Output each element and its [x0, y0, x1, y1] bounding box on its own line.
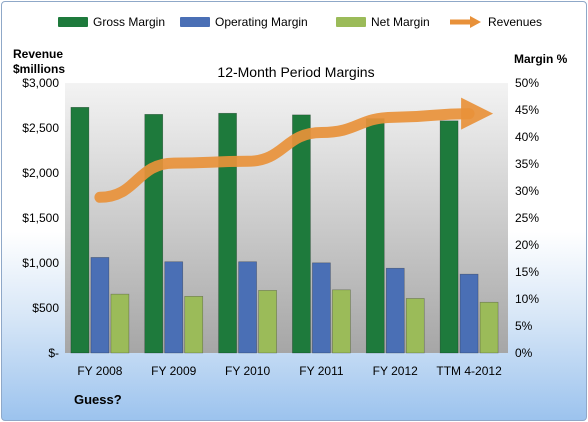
y-left-axis-title-line2: $millions [13, 62, 66, 76]
y-right-tick-label: 20% [515, 238, 539, 252]
y-left-tick-label: $1,500 [22, 211, 59, 225]
legend-item-net-margin: Net Margin [336, 12, 430, 32]
bar-gross-margin-fy-2010 [218, 112, 237, 354]
chart-title: 12-Month Period Margins [217, 64, 375, 80]
legend-swatch-operating-margin [180, 17, 210, 27]
revenue-line-layer [94, 97, 494, 203]
bar-gross-margin-ttm-4-2012 [439, 120, 459, 354]
x-tick-label: FY 2008 [77, 364, 122, 378]
legend-item-operating-margin: Operating Margin [180, 12, 308, 32]
y-right-tick-label: 40% [515, 130, 539, 144]
y-right-tick-label: 25% [515, 211, 539, 225]
y-left-axis-title: Revenue $millions [13, 47, 65, 77]
axis-ticks-layer: $- $500 $1,000 $1,500 $2,000 $2,500 $3,000 0% 5%… [22, 76, 539, 378]
bar-net-margin-ttm-4-2012 [479, 301, 499, 354]
y-right-tick-label: 30% [515, 184, 539, 198]
bar-net-margin-fy-2010 [258, 290, 277, 354]
y-right-tick-label: 10% [515, 292, 539, 306]
y-right-axis-title: Margin % [514, 52, 568, 66]
y-right-tick-label: 45% [515, 103, 539, 117]
y-left-tick-label: $2,000 [22, 166, 59, 180]
bar-operating-margin-ttm-4-2012 [459, 273, 479, 354]
y-left-tick-label: $500 [32, 301, 59, 315]
y-left-axis-title-line1: Revenue [13, 47, 64, 61]
x-tick-label: FY 2012 [373, 364, 418, 378]
revenue-line [94, 108, 475, 203]
legend-label-net-margin: Net Margin [371, 15, 430, 29]
bar-net-margin-fy-2009 [184, 295, 204, 354]
bar-operating-margin-fy-2008 [90, 257, 110, 354]
y-right-tick-label: 15% [515, 265, 539, 279]
y-right-tick-label: 5% [515, 319, 533, 333]
plot-area [65, 83, 508, 353]
legend-arrow-icon [450, 16, 481, 28]
bar-gross-margin-fy-2008 [70, 107, 90, 354]
y-right-tick-label: 35% [515, 157, 539, 171]
bar-operating-margin-fy-2010 [238, 261, 257, 354]
legend-label-operating-margin: Operating Margin [215, 15, 308, 29]
y-left-tick-label: $3,000 [22, 76, 59, 90]
bar-operating-margin-fy-2011 [312, 262, 331, 354]
bar-operating-margin-fy-2009 [164, 261, 184, 354]
x-tick-label: FY 2010 [225, 364, 270, 378]
bar-operating-margin-fy-2012 [385, 267, 405, 354]
revenue-arrowhead [461, 97, 494, 130]
y-right-tick-label: 0% [515, 346, 533, 360]
bar-gross-margin-fy-2009 [144, 114, 164, 354]
bar-gross-margin-fy-2012 [365, 118, 385, 354]
bar-net-margin-fy-2008 [110, 293, 130, 354]
bar-net-margin-fy-2011 [332, 289, 351, 354]
y-right-tick-label: 50% [515, 76, 539, 90]
y-left-tick-label: $2,500 [22, 121, 59, 135]
bar-gross-margin-fy-2011 [292, 114, 311, 354]
legend-label-revenues: Revenues [488, 15, 543, 29]
legend-label-gross-margin: Gross Margin [93, 15, 166, 29]
x-tick-label: FY 2009 [151, 364, 196, 378]
bar-net-margin-fy-2012 [405, 298, 425, 354]
legend-item-revenues: Revenues [448, 12, 542, 32]
footer-note: Guess? [74, 392, 122, 407]
legend-swatch-net-margin [336, 17, 366, 27]
legend-item-gross-margin: Gross Margin [58, 12, 165, 32]
y-left-tick-label: $1,000 [22, 256, 59, 270]
x-tick-label: FY 2011 [299, 364, 344, 378]
x-tick-label: TTM 4-2012 [436, 364, 502, 378]
legend-swatch-gross-margin [58, 17, 88, 27]
y-left-tick-label: $- [48, 346, 59, 360]
